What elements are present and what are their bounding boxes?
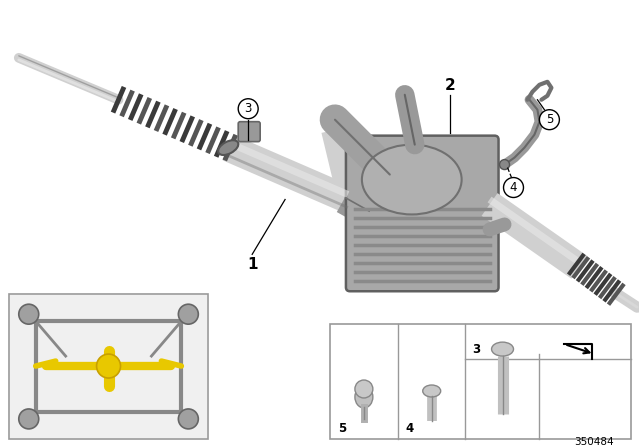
Text: 5: 5 — [338, 422, 346, 435]
Circle shape — [540, 110, 559, 129]
Circle shape — [19, 304, 39, 324]
Circle shape — [179, 409, 198, 429]
Ellipse shape — [423, 385, 441, 397]
Ellipse shape — [492, 342, 513, 356]
Bar — [330, 324, 631, 439]
FancyBboxPatch shape — [346, 136, 499, 291]
Text: 5: 5 — [546, 113, 553, 126]
Bar — [9, 294, 208, 439]
Text: 1: 1 — [247, 257, 257, 272]
Circle shape — [19, 409, 39, 429]
Circle shape — [179, 304, 198, 324]
Circle shape — [97, 354, 120, 378]
Circle shape — [500, 159, 509, 169]
FancyBboxPatch shape — [238, 122, 260, 142]
Text: 2: 2 — [444, 78, 455, 93]
Circle shape — [238, 99, 258, 119]
Ellipse shape — [355, 386, 373, 408]
Bar — [10, 295, 207, 438]
Text: 4: 4 — [509, 181, 517, 194]
Text: 350484: 350484 — [575, 437, 614, 447]
Text: 4: 4 — [406, 422, 414, 435]
Ellipse shape — [362, 145, 461, 215]
Circle shape — [355, 380, 373, 398]
Text: 3: 3 — [472, 343, 481, 356]
Ellipse shape — [218, 140, 238, 155]
Circle shape — [504, 177, 524, 198]
Text: 3: 3 — [244, 102, 252, 115]
